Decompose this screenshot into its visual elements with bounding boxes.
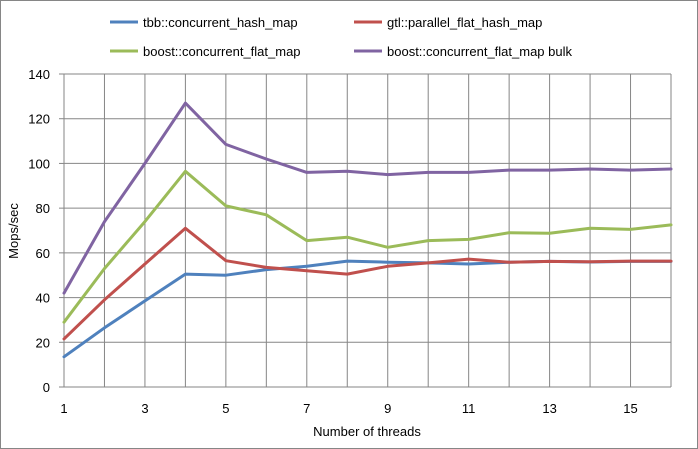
x-tick-label: 11: [462, 401, 476, 416]
axes: [59, 73, 671, 388]
x-tick-label: 7: [303, 401, 310, 416]
legend-label: tbb::concurrent_hash_map: [143, 15, 298, 30]
legend: tbb::concurrent_hash_map gtl::parallel_fl…: [110, 15, 572, 59]
y-tick-label: 140: [28, 67, 50, 82]
y-tick-label: 60: [36, 246, 50, 261]
y-tick-label: 120: [28, 112, 50, 127]
x-tick-label: 15: [623, 401, 637, 416]
legend-label: gtl::parallel_flat_hash_map: [387, 15, 542, 30]
x-axis-title: Number of threads: [313, 424, 421, 439]
y-tick-label: 0: [43, 380, 50, 395]
legend-label: boost::concurrent_flat_map bulk: [387, 44, 572, 59]
series-line-3: [62, 169, 673, 324]
y-tick-label: 40: [36, 291, 50, 306]
series-lines: [62, 101, 673, 359]
y-tick-label: 20: [36, 335, 50, 350]
x-tick-label: 13: [542, 401, 556, 416]
y-tick-label: 100: [28, 156, 50, 171]
y-axis-title: Mops/sec: [6, 203, 21, 259]
series-line-2: [62, 226, 673, 341]
x-tick-label: 5: [222, 401, 229, 416]
legend-label: boost::concurrent_flat_map: [143, 44, 301, 59]
series-line-4: [62, 101, 673, 295]
x-tick-label: 1: [60, 401, 67, 416]
x-tick-label: 3: [141, 401, 148, 416]
y-tick-label: 80: [36, 201, 50, 216]
x-tick-label: 9: [384, 401, 391, 416]
